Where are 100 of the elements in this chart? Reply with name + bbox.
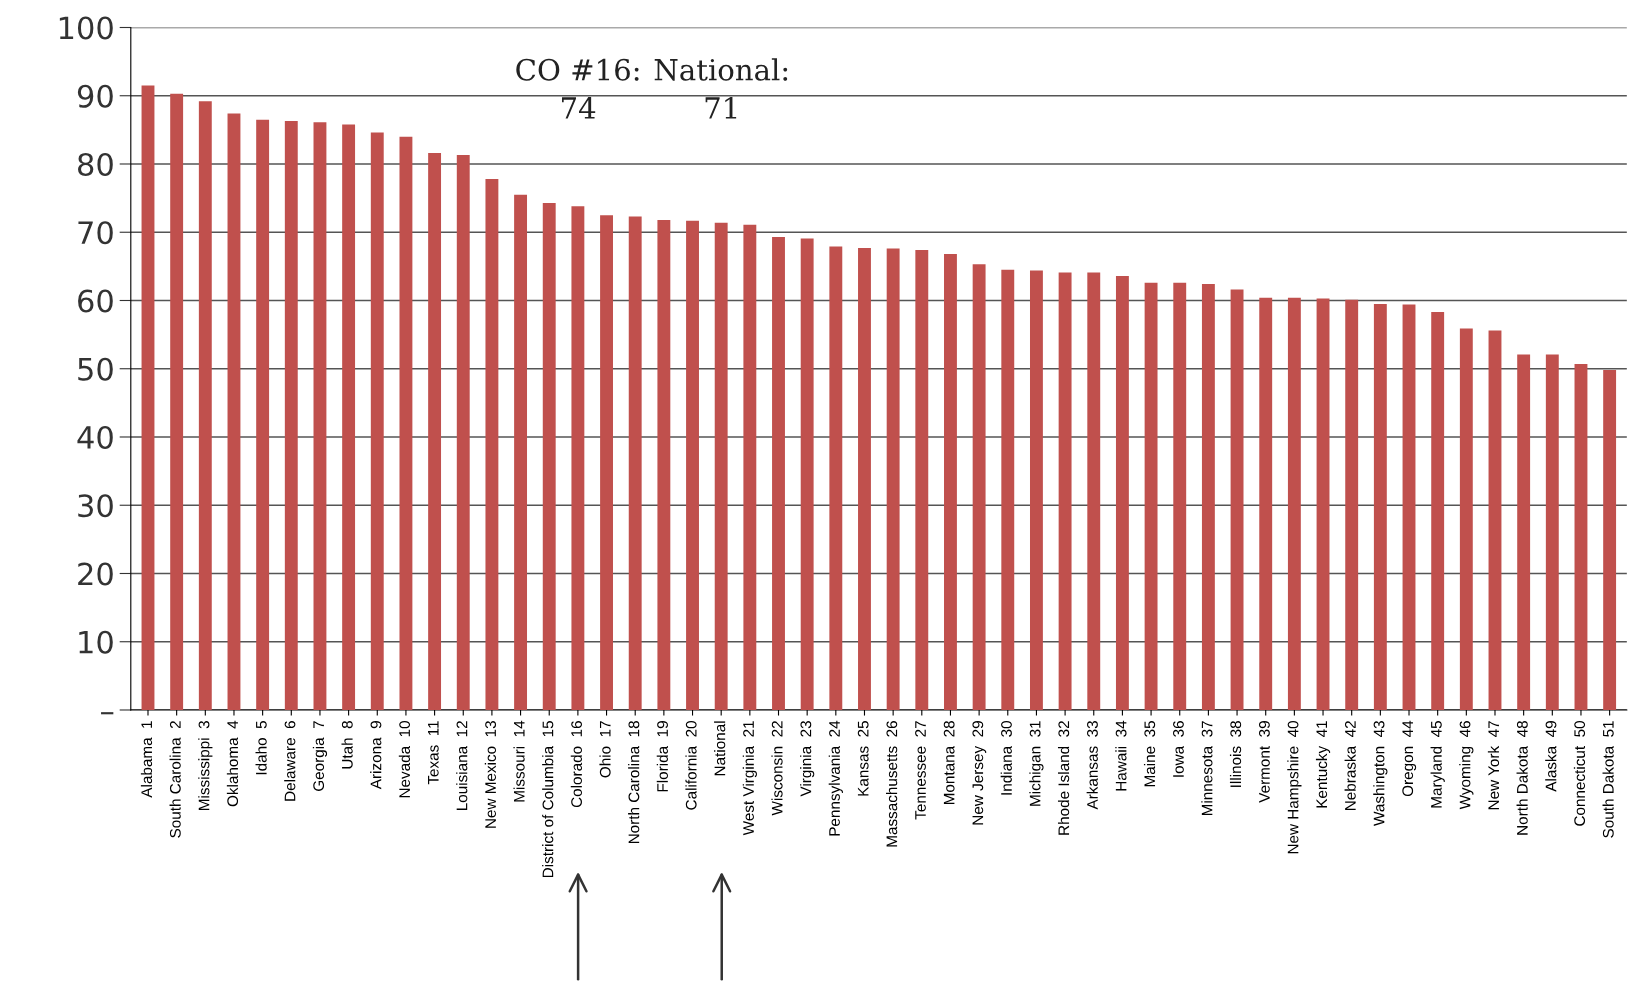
bar xyxy=(743,224,757,710)
bar xyxy=(628,216,642,710)
annotation: National: 71 xyxy=(654,58,788,119)
x-tick-label: Idaho 5 xyxy=(255,721,267,775)
x-tick-label: North Carolina 18 xyxy=(628,721,640,844)
x-tick-label: New Jersey 29 xyxy=(972,721,987,825)
bar xyxy=(772,237,785,710)
bar xyxy=(342,124,356,710)
bar xyxy=(886,248,900,710)
x-tick-label: Washington 43 xyxy=(1373,721,1388,826)
x-tick-label: Illinois 38 xyxy=(1229,721,1242,787)
x-tick-label: Colorado 16 xyxy=(570,721,582,808)
bar xyxy=(1001,269,1015,710)
x-tick-label: California 20 xyxy=(685,720,697,810)
bar xyxy=(829,246,843,710)
x-tick-label: Delaware 6 xyxy=(284,721,296,801)
bar xyxy=(456,155,470,710)
x-tick-label: South Dakota 51 xyxy=(1602,721,1614,838)
x-tick-label: South Carolina 2 xyxy=(169,721,181,838)
bar xyxy=(1087,272,1101,710)
x-tick-label: Hawaii 34 xyxy=(1115,720,1127,791)
bar xyxy=(198,101,212,710)
annotation: CO #16: 74 xyxy=(516,58,639,119)
bar xyxy=(1287,297,1301,710)
bar xyxy=(1058,272,1072,710)
bar xyxy=(686,220,699,710)
x-tick-label: North Dakota 48 xyxy=(1516,721,1528,835)
bar xyxy=(1029,270,1043,710)
x-tick-label: Tennessee 27 xyxy=(915,721,926,820)
x-tick-label: Florida 19 xyxy=(656,721,668,792)
bar xyxy=(141,85,155,710)
x-tick-label: New Hampshire 40 xyxy=(1287,720,1302,854)
bar xyxy=(1259,297,1273,710)
x-tick-label: Michigan 31 xyxy=(1029,721,1044,806)
x-tick-label: Nevada 10 xyxy=(398,720,411,798)
x-tick-label: Kentucky 41 xyxy=(1315,721,1331,808)
bar xyxy=(1603,370,1617,710)
y-tick-label: 90 xyxy=(77,84,113,108)
x-tick-label: District of Columbia 15 xyxy=(542,721,554,878)
x-tick-label: Mississippi 3 xyxy=(198,721,213,810)
bar xyxy=(1144,282,1158,710)
bar xyxy=(915,249,929,710)
x-tick-label: Missouri 14 xyxy=(513,720,525,802)
bar xyxy=(800,238,814,710)
x-tick-label: Wisconsin 22 xyxy=(771,721,783,816)
bar xyxy=(428,153,442,710)
x-tick-label: Utah 8 xyxy=(341,721,353,769)
bar xyxy=(1201,284,1215,710)
y-tick-label: 40 xyxy=(77,425,113,450)
x-tick-label: Maine 35 xyxy=(1143,721,1156,787)
y-tick-label: 100 xyxy=(59,16,113,40)
y-tick-label: 10 xyxy=(79,630,113,654)
y-tick-label: 20 xyxy=(78,562,113,586)
bar xyxy=(944,254,957,710)
bar xyxy=(485,179,499,710)
y-tick-label: – xyxy=(101,712,114,715)
x-tick-label: Virginia 23 xyxy=(800,721,815,797)
bar xyxy=(514,194,528,710)
y-tick-label: 80 xyxy=(78,152,113,177)
bar xyxy=(571,206,585,710)
x-tick-label: Texas 11 xyxy=(428,721,439,785)
bar xyxy=(1488,330,1502,710)
x-tick-label: Minnesota 37 xyxy=(1201,721,1213,816)
bar xyxy=(1431,312,1445,710)
bar xyxy=(714,222,728,710)
x-tick-label: Massachusetts 26 xyxy=(886,721,898,847)
x-tick-label: Iowa 36 xyxy=(1173,721,1184,777)
bar xyxy=(657,219,671,710)
x-tick-label: Nebraska 42 xyxy=(1344,721,1356,811)
x-tick-label: Oklahoma 4 xyxy=(226,720,239,807)
x-tick-label: New York 47 xyxy=(1487,721,1500,810)
bar xyxy=(1517,354,1531,710)
bar xyxy=(1173,282,1187,710)
x-tick-label: Kansas 25 xyxy=(857,721,869,796)
x-tick-label: Connecticut 50 xyxy=(1573,720,1586,826)
x-tick-label: Louisiana 12 xyxy=(456,721,468,811)
x-tick-label: Maryland 45 xyxy=(1430,721,1445,808)
bar xyxy=(227,113,241,710)
bar xyxy=(972,264,986,710)
bar xyxy=(284,121,298,710)
bar xyxy=(170,93,184,710)
bar xyxy=(370,132,384,710)
bar xyxy=(1574,363,1588,710)
x-tick-label: Indiana 30 xyxy=(1000,720,1012,795)
x-tick-label: West Virginia 21 xyxy=(742,721,757,836)
bar xyxy=(256,119,270,710)
y-tick-label: 30 xyxy=(78,494,113,518)
x-tick-label: Alaska 49 xyxy=(1545,721,1557,792)
bar xyxy=(313,122,327,710)
bar xyxy=(1115,275,1129,710)
x-tick-label: Pennsylvania 24 xyxy=(828,720,843,836)
bar xyxy=(542,202,556,710)
bar xyxy=(1545,354,1559,710)
x-tick-label: Montana 28 xyxy=(943,721,955,805)
x-tick-label: Ohio 17 xyxy=(599,721,611,778)
x-tick-label: Wyoming 46 xyxy=(1459,721,1474,810)
y-tick-label: 70 xyxy=(78,221,113,245)
bar xyxy=(1316,298,1330,710)
x-tick-label: Rhode Island 32 xyxy=(1057,721,1070,835)
x-tick-label: New Mexico 13 xyxy=(484,721,497,828)
